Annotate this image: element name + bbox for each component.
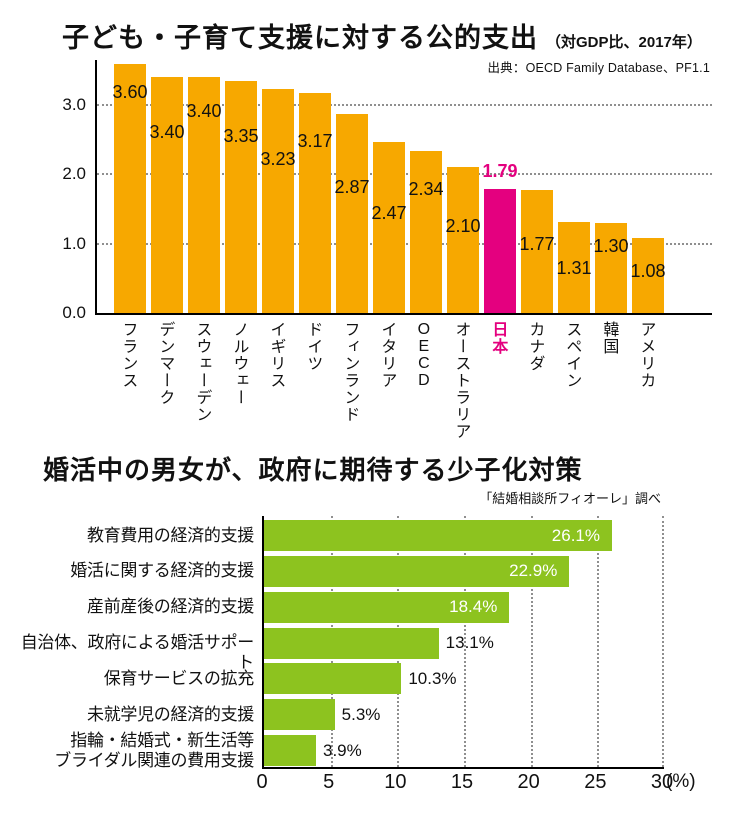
bar: 1.31 <box>556 222 592 313</box>
x-category-label: フィンランド <box>341 321 359 423</box>
bar <box>264 663 402 695</box>
bar-value-label: 5.3% <box>341 704 381 724</box>
gridline <box>464 516 466 767</box>
bar <box>264 591 510 623</box>
bar: 2.87 <box>334 114 370 313</box>
x-category-label: 日本 <box>489 321 507 355</box>
bar: 3.35 <box>223 80 259 313</box>
category-label: 自治体、政府による婚活サポート <box>20 633 255 673</box>
bar-value-label: 2.87 <box>334 177 370 198</box>
bar: 1.08 <box>630 238 666 313</box>
bar: 3.17 <box>297 93 333 313</box>
y-tick-label: 2.0 <box>62 164 86 184</box>
bar-value-label: 1.30 <box>593 235 629 256</box>
bar-value-label: 2.34 <box>408 178 444 199</box>
bar-value-label: 3.23 <box>260 149 296 170</box>
x-category-label: カナダ <box>526 321 544 372</box>
bar: 1.30 <box>593 222 629 313</box>
bar-japan-highlight: 1.79 <box>482 161 518 313</box>
bar-value-label: 13.1% <box>445 633 494 653</box>
x-category-label: 韓国 <box>600 321 618 355</box>
bar-value-label: 1.08 <box>630 261 666 282</box>
bar: 1.77 <box>519 190 555 313</box>
x-tick-label: 15 <box>450 771 474 793</box>
gridline <box>662 516 664 767</box>
x-category-label: ノルウェー <box>230 321 248 406</box>
x-tick-label: 5 <box>323 771 335 793</box>
bar-value-label: 3.9% <box>323 740 362 760</box>
y-tick-label: 0.0 <box>62 303 86 322</box>
bar-value-label: 18.4% <box>449 597 498 617</box>
bar <box>264 735 316 767</box>
x-tick-label: 25 <box>584 771 607 793</box>
bar <box>264 699 335 731</box>
bar-value-label: 1.31 <box>556 258 592 279</box>
chart1-source: 出典：OECD Family Database、PF1.1 <box>487 61 710 75</box>
bar: 2.34 <box>408 150 444 313</box>
bar-value-label: 3.60 <box>112 81 148 102</box>
x-category-label: OECD <box>415 321 433 389</box>
chart1-title: 子ども・子育て支援に対する公的支出 （対GDP比、2017年） <box>62 16 702 55</box>
bar <box>264 520 612 551</box>
bar: 2.47 <box>371 141 407 313</box>
chart2-source: 「結婚相談所フィオーレ」調べ <box>479 491 661 506</box>
x-category-label: オーストラリア <box>452 321 470 440</box>
x-tick-label: 10 <box>384 771 407 793</box>
bar-value-label: 3.35 <box>223 125 259 146</box>
y-tick-label: 1.0 <box>62 233 86 253</box>
bar: 2.10 <box>445 167 481 313</box>
bar <box>264 627 439 659</box>
x-category-label: ドイツ <box>304 321 322 372</box>
chart1-plot-area: 3.60 3.40 3.40 3.35 3.23 3.17 2.87 2.47 2.34 2.10… <box>95 60 712 315</box>
category-label: 婚活に関する経済的支援 <box>70 561 254 581</box>
bar: 3.40 <box>149 77 185 313</box>
bar-value-label: 3.40 <box>186 101 222 122</box>
bar-value-label: 1.79 <box>482 160 518 181</box>
x-category-label: フランス <box>119 321 137 389</box>
category-label: 未就学児の経済的支援 <box>87 704 254 724</box>
bar-value-label: 10.3% <box>408 668 457 688</box>
bar-value-label: 2.47 <box>371 202 407 223</box>
x-category-label: スペイン <box>563 321 581 389</box>
x-category-label: デンマーク <box>156 321 174 406</box>
category-label: 産前産後の経済的支援 <box>87 597 254 617</box>
x-tick-label: 30 <box>650 771 674 793</box>
x-category-label: イタリア <box>378 321 396 389</box>
x-category-label: アメリカ <box>637 321 655 389</box>
bar-value-label: 2.10 <box>445 216 481 237</box>
x-tick-label: 0 <box>256 771 268 793</box>
bar-value-label: 26.1% <box>551 525 600 545</box>
bar: 3.40 <box>186 77 222 313</box>
chart2-x-axis-unit: (%) <box>666 771 696 792</box>
bar: 3.60 <box>112 63 148 313</box>
gridline <box>530 516 533 767</box>
gridline <box>597 516 600 767</box>
x-category-label: スウェーデン <box>193 321 211 423</box>
bar: 3.23 <box>260 89 296 313</box>
bar-value-label: 3.17 <box>297 131 333 152</box>
category-label: 保育サービスの拡充 <box>103 668 255 688</box>
category-label: 指輪・結婚式・新生活等 ブライダル関連の費用支援 <box>54 730 254 770</box>
chart1-title-text: 子ども・子育て支援に対する公的支出 <box>62 23 538 53</box>
category-label: 教育費用の経済的支援 <box>87 525 254 545</box>
bar-value-label: 22.9% <box>509 561 558 581</box>
chart1-subtitle: （対GDP比、2017年） <box>546 34 702 51</box>
chart2-plot-area <box>262 516 664 769</box>
gridline <box>97 104 712 107</box>
x-category-label: イギリス <box>267 321 285 389</box>
bar <box>264 555 570 587</box>
bar-value-label: 3.40 <box>149 122 185 143</box>
y-tick-label: 3.0 <box>62 95 86 115</box>
chart2-title: 婚活中の男女が、政府に期待する少子化対策 <box>43 455 583 485</box>
x-tick-label: 20 <box>517 771 540 793</box>
bar-value-label: 1.77 <box>519 234 555 255</box>
